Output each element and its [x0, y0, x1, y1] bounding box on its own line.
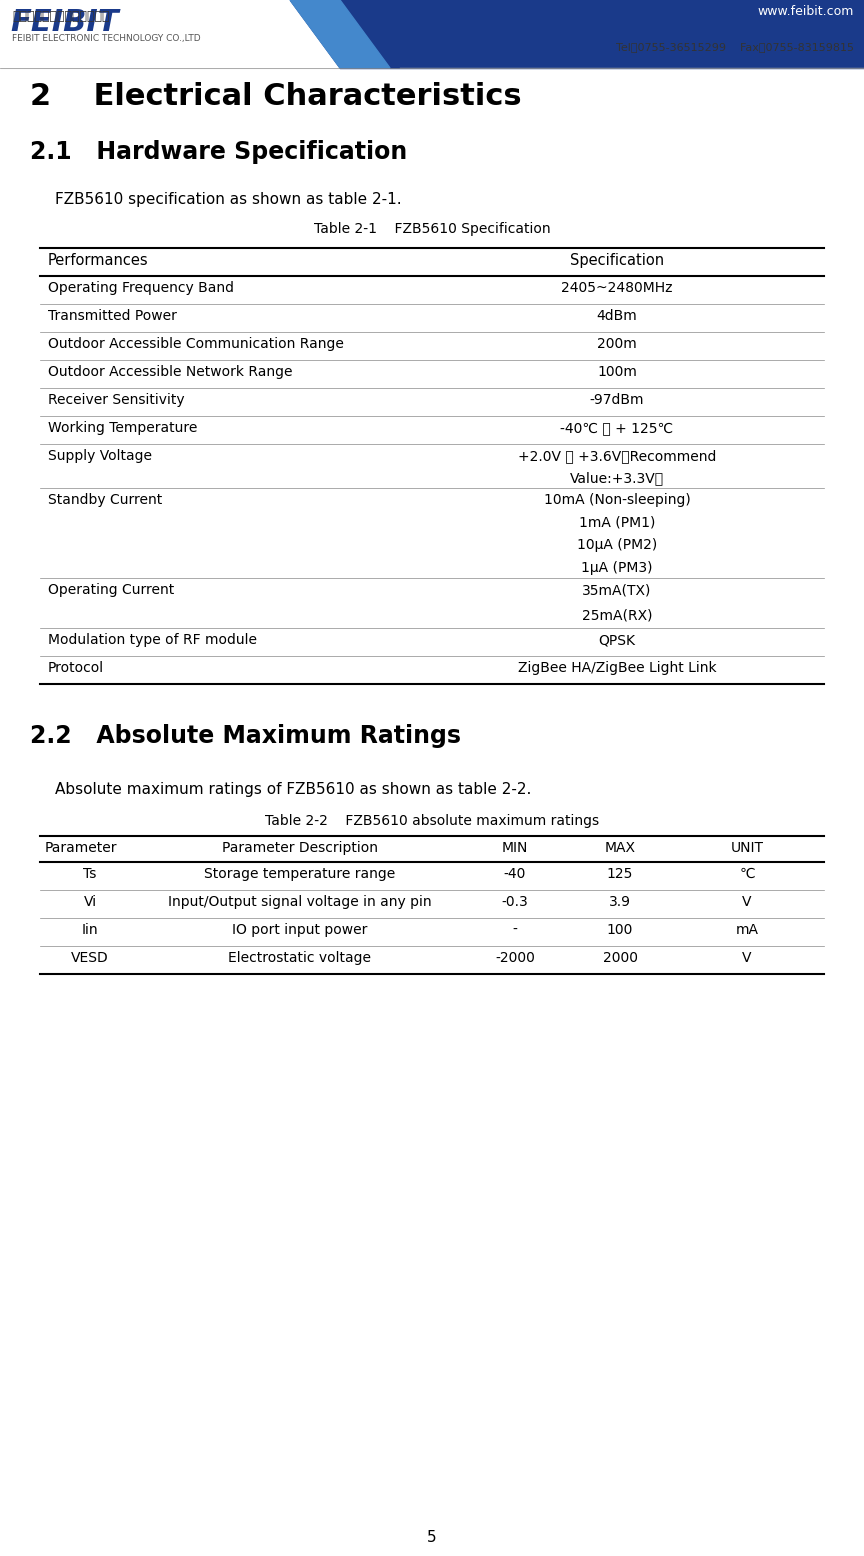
Text: Supply Voltage: Supply Voltage — [48, 450, 152, 464]
Text: 3.9: 3.9 — [609, 895, 631, 909]
Text: -0.3: -0.3 — [502, 895, 529, 909]
Text: 35mA(TX): 35mA(TX) — [582, 584, 651, 598]
Text: 100m: 100m — [597, 366, 637, 380]
Text: QPSK: QPSK — [599, 633, 636, 647]
Text: Receiver Sensitivity: Receiver Sensitivity — [48, 394, 185, 408]
Text: Table 2-1    FZB5610 Specification: Table 2-1 FZB5610 Specification — [314, 223, 550, 237]
Polygon shape — [290, 0, 390, 68]
Text: V: V — [742, 951, 752, 965]
Bar — [0, 0, 864, 68]
Text: 2405~2480MHz: 2405~2480MHz — [562, 282, 673, 296]
Text: 2.1   Hardware Specification: 2.1 Hardware Specification — [30, 140, 407, 163]
Text: MAX: MAX — [605, 840, 636, 854]
Text: Electrostatic voltage: Electrostatic voltage — [228, 951, 372, 965]
Text: Protocol: Protocol — [48, 661, 105, 675]
Text: Ts: Ts — [83, 867, 97, 881]
Text: Table 2-2    FZB5610 absolute maximum ratings: Table 2-2 FZB5610 absolute maximum ratin… — [265, 814, 599, 828]
Polygon shape — [290, 0, 864, 68]
Text: 25mA(RX): 25mA(RX) — [581, 608, 652, 622]
Text: Outdoor Accessible Network Range: Outdoor Accessible Network Range — [48, 366, 293, 380]
Text: Outdoor Accessible Communication Range: Outdoor Accessible Communication Range — [48, 338, 344, 352]
Text: Standby Current: Standby Current — [48, 493, 162, 507]
Text: ℃: ℃ — [740, 867, 755, 881]
Text: 10mA (Non-sleeping): 10mA (Non-sleeping) — [543, 493, 690, 507]
Text: 1μA (PM3): 1μA (PM3) — [581, 560, 652, 574]
Text: -2000: -2000 — [495, 951, 535, 965]
Text: 深圳市飞比电子科技有限公司: 深圳市飞比电子科技有限公司 — [12, 9, 110, 23]
Text: 5: 5 — [427, 1530, 437, 1545]
Text: VESD: VESD — [71, 951, 109, 965]
Text: Input/Output signal voltage in any pin: Input/Output signal voltage in any pin — [168, 895, 432, 909]
Text: Operating Frequency Band: Operating Frequency Band — [48, 282, 234, 296]
Text: 200m: 200m — [597, 338, 637, 352]
Text: Transmitted Power: Transmitted Power — [48, 310, 177, 324]
Text: Performances: Performances — [48, 254, 149, 268]
Text: Tel：0755-36515299    Fax：0755-83159815: Tel：0755-36515299 Fax：0755-83159815 — [616, 42, 854, 51]
Text: 10μA (PM2): 10μA (PM2) — [577, 538, 658, 552]
Text: Operating Current: Operating Current — [48, 584, 175, 598]
Text: 100: 100 — [607, 923, 633, 937]
Text: -40: -40 — [504, 867, 526, 881]
Text: FZB5610 specification as shown as table 2-1.: FZB5610 specification as shown as table … — [55, 191, 402, 207]
Text: IO port input power: IO port input power — [232, 923, 368, 937]
Text: V: V — [742, 895, 752, 909]
Text: MIN: MIN — [502, 840, 528, 854]
Text: Specification: Specification — [570, 254, 664, 268]
Text: UNIT: UNIT — [730, 840, 764, 854]
Text: Storage temperature range: Storage temperature range — [205, 867, 396, 881]
Text: Working Temperature: Working Temperature — [48, 422, 197, 436]
Text: -97dBm: -97dBm — [590, 394, 645, 408]
Text: www.feibit.com: www.feibit.com — [758, 5, 854, 19]
Text: 1mA (PM1): 1mA (PM1) — [579, 515, 655, 529]
Text: Vi: Vi — [84, 895, 97, 909]
Text: -: - — [512, 923, 518, 937]
Text: 4dBm: 4dBm — [597, 310, 638, 324]
Text: Parameter Description: Parameter Description — [222, 840, 378, 854]
Text: Modulation type of RF module: Modulation type of RF module — [48, 633, 257, 647]
Text: 2000: 2000 — [602, 951, 638, 965]
Text: Absolute maximum ratings of FZB5610 as shown as table 2-2.: Absolute maximum ratings of FZB5610 as s… — [55, 783, 531, 797]
Text: -40℃ ～ + 125℃: -40℃ ～ + 125℃ — [561, 422, 674, 436]
Text: FEIBIT: FEIBIT — [10, 8, 118, 37]
Text: 2.2   Absolute Maximum Ratings: 2.2 Absolute Maximum Ratings — [30, 724, 461, 748]
Bar — [0, 0, 864, 68]
Text: 125: 125 — [607, 867, 633, 881]
Text: +2.0V ～ +3.6V（Recommend: +2.0V ～ +3.6V（Recommend — [518, 450, 716, 464]
Text: FEIBIT ELECTRONIC TECHNOLOGY CO.,LTD: FEIBIT ELECTRONIC TECHNOLOGY CO.,LTD — [12, 34, 200, 44]
Text: Parameter: Parameter — [45, 840, 118, 854]
Text: Value:+3.3V）: Value:+3.3V） — [570, 471, 664, 485]
Text: 2    Electrical Characteristics: 2 Electrical Characteristics — [30, 82, 522, 110]
Text: Iin: Iin — [82, 923, 98, 937]
Text: ZigBee HA/ZigBee Light Link: ZigBee HA/ZigBee Light Link — [518, 661, 716, 675]
Text: mA: mA — [735, 923, 759, 937]
